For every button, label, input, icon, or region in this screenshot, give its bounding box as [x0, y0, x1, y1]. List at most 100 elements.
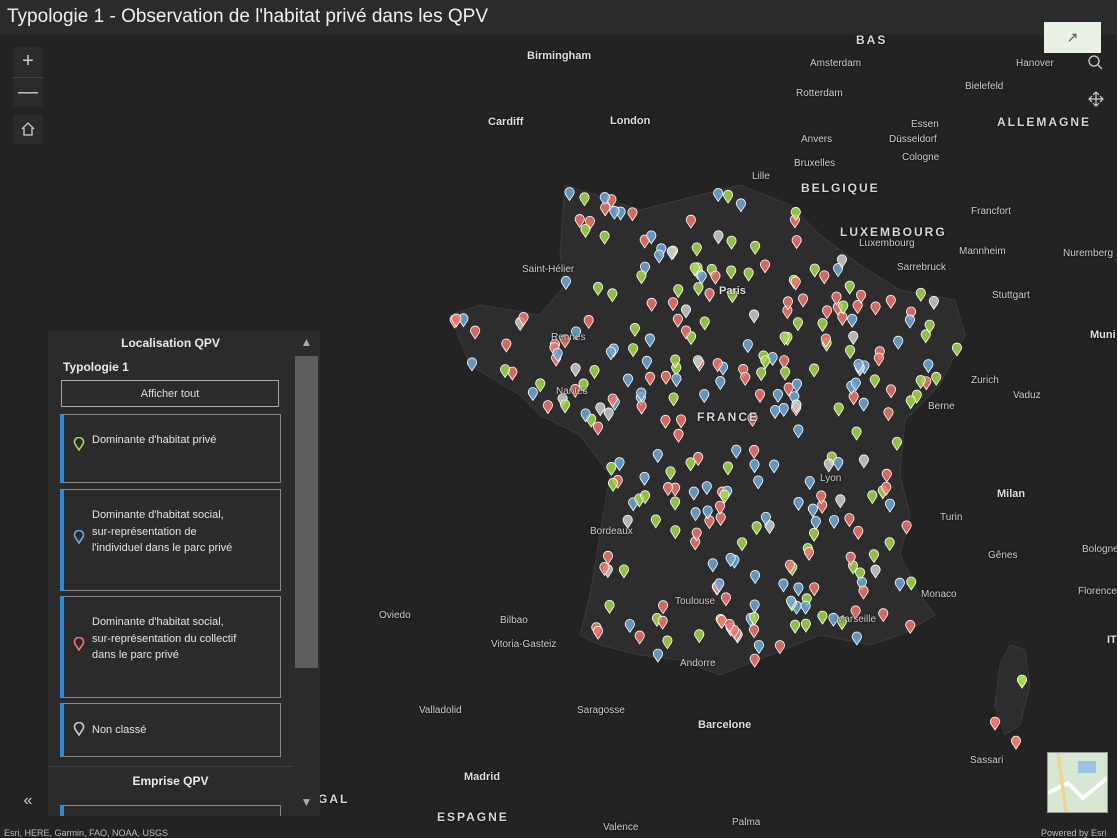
- qpv-marker[interactable]: [833, 402, 844, 417]
- qpv-marker[interactable]: [706, 264, 717, 279]
- qpv-marker[interactable]: [652, 449, 663, 464]
- qpv-marker[interactable]: [578, 378, 589, 393]
- qpv-marker[interactable]: [790, 276, 801, 291]
- qpv-marker[interactable]: [662, 635, 673, 650]
- qpv-marker[interactable]: [886, 384, 897, 399]
- qpv-marker[interactable]: [589, 365, 600, 380]
- qpv-marker[interactable]: [713, 188, 724, 203]
- qpv-marker[interactable]: [809, 582, 820, 597]
- qpv-marker[interactable]: [691, 242, 702, 257]
- qpv-marker[interactable]: [915, 375, 926, 390]
- qpv-marker[interactable]: [820, 333, 831, 348]
- qpv-marker[interactable]: [870, 301, 881, 316]
- qpv-marker[interactable]: [564, 187, 575, 202]
- qpv-marker[interactable]: [668, 392, 679, 407]
- qpv-marker[interactable]: [905, 620, 916, 634]
- qpv-marker[interactable]: [790, 207, 801, 222]
- qpv-marker[interactable]: [906, 576, 917, 591]
- qpv-marker[interactable]: [670, 525, 681, 540]
- qpv-marker[interactable]: [831, 291, 842, 306]
- qpv-marker[interactable]: [727, 289, 738, 304]
- qpv-marker[interactable]: [881, 481, 892, 496]
- qpv-marker[interactable]: [627, 207, 638, 222]
- qpv-marker[interactable]: [650, 514, 661, 529]
- qpv-marker[interactable]: [731, 444, 742, 459]
- legend-item-prive[interactable]: Dominante d'habitat privé: [60, 414, 281, 483]
- qpv-marker[interactable]: [722, 461, 733, 476]
- map-canvas[interactable]: [0, 35, 1117, 838]
- qpv-marker[interactable]: [570, 384, 581, 398]
- qpv-marker[interactable]: [660, 414, 671, 429]
- qpv-marker[interactable]: [607, 288, 618, 303]
- qpv-marker[interactable]: [673, 429, 684, 443]
- qpv-marker[interactable]: [560, 276, 571, 290]
- qpv-marker[interactable]: [855, 567, 866, 582]
- qpv-marker[interactable]: [688, 486, 699, 501]
- qpv-marker[interactable]: [816, 490, 827, 505]
- qpv-marker[interactable]: [852, 300, 863, 315]
- qpv-marker[interactable]: [726, 235, 737, 250]
- qpv-marker[interactable]: [753, 475, 764, 490]
- qpv-marker[interactable]: [844, 513, 855, 528]
- qpv-marker[interactable]: [756, 367, 767, 382]
- qpv-marker[interactable]: [535, 378, 546, 393]
- qpv-marker[interactable]: [676, 414, 687, 429]
- qpv-marker[interactable]: [851, 426, 862, 441]
- qpv-marker[interactable]: [755, 389, 765, 403]
- qpv-marker[interactable]: [608, 478, 618, 493]
- qpv-marker[interactable]: [760, 511, 771, 526]
- qpv-marker[interactable]: [584, 216, 595, 230]
- qpv-marker[interactable]: [893, 335, 904, 350]
- qpv-marker[interactable]: [639, 234, 650, 249]
- qpv-marker[interactable]: [665, 466, 676, 481]
- qpv-marker[interactable]: [600, 202, 611, 217]
- qpv-marker[interactable]: [672, 313, 683, 328]
- qpv-marker[interactable]: [542, 400, 553, 415]
- qpv-marker[interactable]: [835, 494, 846, 509]
- scroll-up-icon[interactable]: ▲: [300, 335, 313, 349]
- qpv-marker[interactable]: [881, 468, 892, 483]
- qpv-marker[interactable]: [670, 496, 681, 511]
- qpv-marker[interactable]: [785, 559, 795, 574]
- qpv-marker[interactable]: [791, 399, 802, 414]
- qpv-marker[interactable]: [783, 382, 794, 397]
- qpv-marker[interactable]: [623, 373, 633, 388]
- qpv-marker[interactable]: [749, 459, 760, 474]
- qpv-marker[interactable]: [928, 296, 939, 310]
- qpv-marker[interactable]: [793, 497, 804, 512]
- qpv-marker[interactable]: [856, 289, 866, 304]
- qpv-marker[interactable]: [850, 605, 861, 620]
- qpv-marker[interactable]: [702, 505, 713, 520]
- qpv-marker[interactable]: [644, 333, 655, 348]
- qpv-marker[interactable]: [691, 527, 702, 542]
- qpv-marker[interactable]: [904, 314, 915, 329]
- qpv-marker[interactable]: [845, 345, 856, 360]
- qpv-marker[interactable]: [712, 358, 723, 373]
- qpv-marker[interactable]: [773, 389, 783, 404]
- qpv-marker[interactable]: [639, 471, 650, 486]
- qpv-marker[interactable]: [901, 520, 912, 535]
- qpv-marker[interactable]: [725, 553, 736, 567]
- qpv-marker[interactable]: [853, 526, 864, 540]
- qpv-marker[interactable]: [570, 363, 581, 378]
- qpv-marker[interactable]: [845, 551, 856, 566]
- qpv-marker[interactable]: [660, 370, 671, 385]
- qpv-marker[interactable]: [685, 214, 696, 229]
- qpv-marker[interactable]: [838, 300, 849, 315]
- qpv-marker[interactable]: [607, 393, 618, 408]
- emprise-item-partial[interactable]: [60, 805, 281, 816]
- qpv-marker[interactable]: [844, 280, 855, 295]
- qpv-marker[interactable]: [636, 270, 647, 285]
- qpv-marker[interactable]: [658, 600, 669, 615]
- qpv-marker[interactable]: [605, 346, 616, 361]
- qpv-marker[interactable]: [593, 282, 603, 297]
- qpv-marker[interactable]: [858, 397, 869, 412]
- qpv-marker[interactable]: [673, 284, 684, 299]
- qpv-marker[interactable]: [593, 421, 603, 436]
- show-all-button[interactable]: Afficher tout: [61, 380, 279, 407]
- qpv-marker[interactable]: [713, 230, 724, 245]
- qpv-marker[interactable]: [579, 192, 590, 207]
- qpv-marker[interactable]: [749, 309, 760, 324]
- qpv-marker[interactable]: [467, 357, 477, 372]
- legend-scrollbar[interactable]: ▲ ▼: [293, 330, 320, 816]
